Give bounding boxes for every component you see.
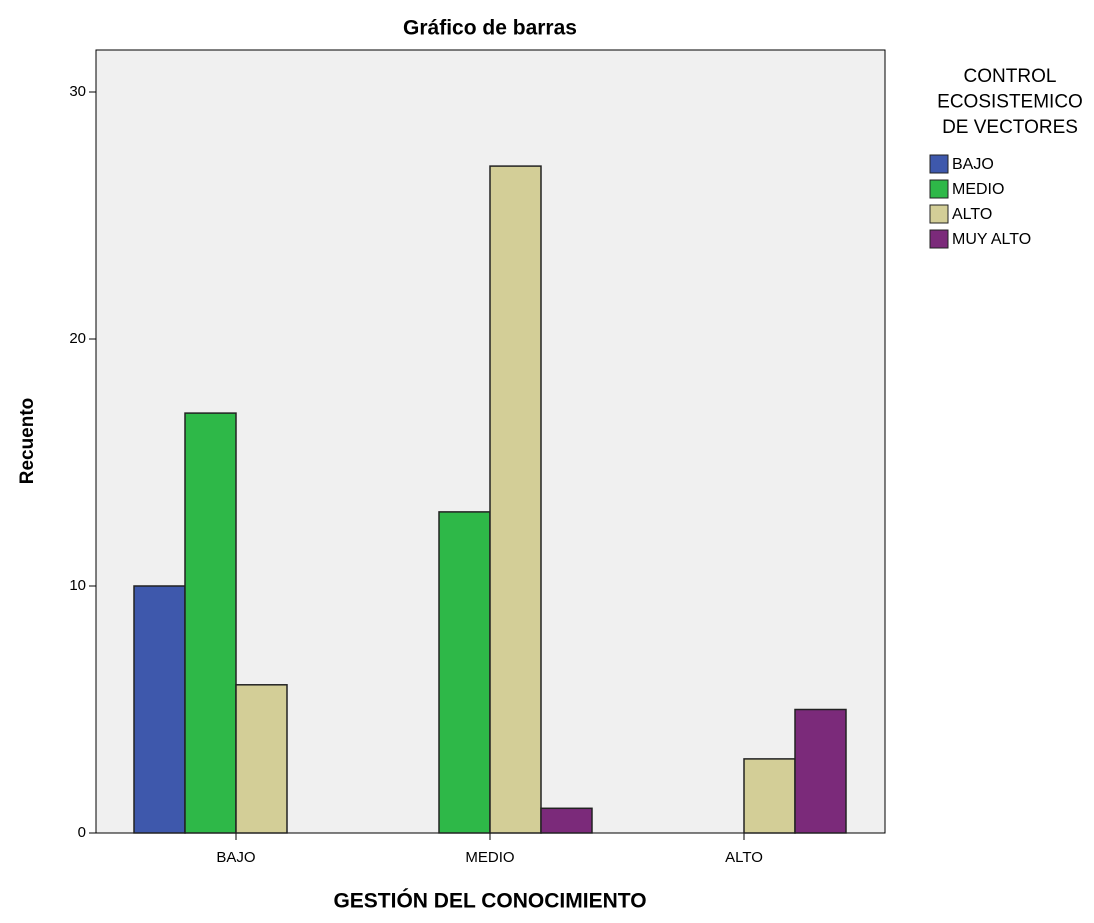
legend-swatch (929, 154, 949, 174)
chart-title: Gráfico de barras (403, 17, 577, 40)
bar (540, 807, 593, 834)
legend-label: BAJO (952, 156, 994, 173)
legend-title: CONTROL (964, 66, 1057, 87)
y-tick-label: 30 (69, 83, 86, 100)
legend-label: MEDIO (952, 181, 1004, 198)
y-tick-label: 10 (69, 577, 86, 594)
bar (184, 412, 237, 834)
bar (235, 684, 288, 834)
x-tick-label: ALTO (725, 849, 763, 866)
bar (489, 165, 542, 834)
legend-label: MUY ALTO (952, 231, 1031, 248)
bar (133, 585, 186, 834)
x-axis-label: GESTIÓN DEL CONOCIMIENTO (333, 889, 646, 913)
legend-title: ECOSISTEMICO (937, 92, 1083, 113)
y-tick-label: 0 (78, 824, 86, 841)
x-tick-label: BAJO (216, 849, 255, 866)
y-axis-label: Recuento (17, 398, 38, 485)
legend-title: DE VECTORES (942, 117, 1078, 138)
legend-swatch (929, 179, 949, 199)
y-tick-label: 20 (69, 330, 86, 347)
legend-swatch (929, 229, 949, 249)
legend-swatch (929, 204, 949, 224)
bar (438, 511, 491, 834)
legend-label: ALTO (952, 206, 992, 223)
bar (794, 708, 847, 834)
x-tick-label: MEDIO (465, 849, 514, 866)
bar (743, 758, 796, 834)
